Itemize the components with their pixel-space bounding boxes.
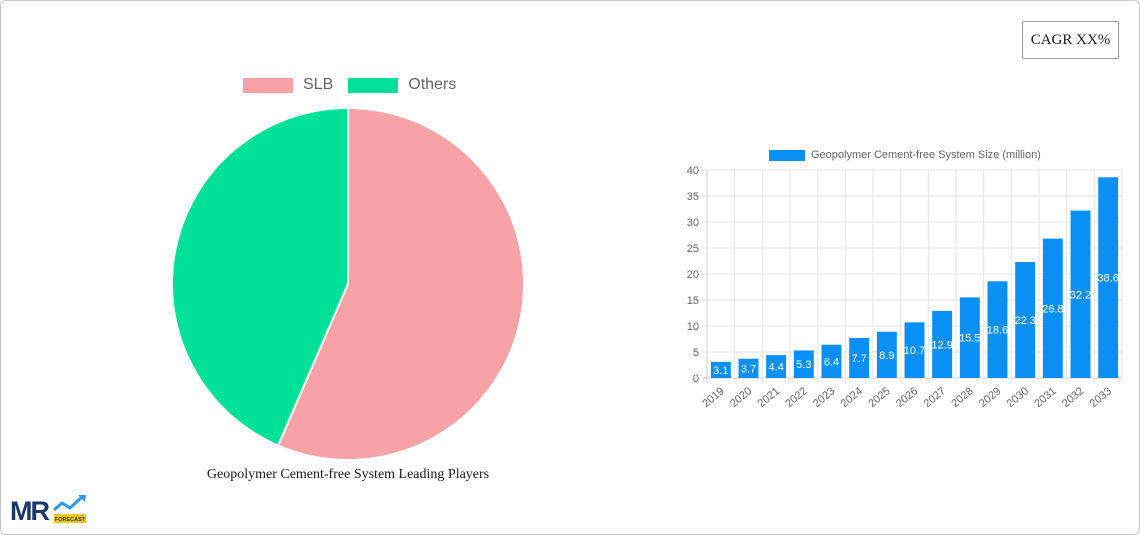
- x-tick-label: 2026: [894, 385, 920, 410]
- bar-value-label: 3.7: [741, 363, 756, 375]
- trend-arrow-icon: [53, 495, 84, 512]
- bar-value-label: 8.9: [879, 350, 894, 362]
- pie-chart-title: Geopolymer Cement-free System Leading Pl…: [206, 467, 490, 482]
- y-tick-label: 30: [687, 217, 699, 229]
- bars[interactable]: 3.1 3.7 4.4 5.3 6.4 7.7 8.9 10.7 12.9 15.5 18.6 22.…: [710, 177, 1119, 378]
- x-tick-label: 2024: [839, 385, 865, 410]
- bar-value-label: 15.5: [959, 333, 980, 345]
- logo-forecast-text: FORECAST: [55, 517, 86, 523]
- x-tick-label: 2028: [949, 385, 975, 410]
- logo-forecast-badge: [54, 514, 86, 523]
- legend-label-others: Others: [408, 76, 457, 93]
- x-tick-label: 2031: [1032, 385, 1058, 410]
- y-axis: 0 5 10 15 20 25 30 35 40: [687, 165, 699, 385]
- mr-forecast-logo: MR FORECAST: [10, 495, 86, 526]
- x-tick-label: 2025: [866, 385, 892, 410]
- legend-swatch-slb: [243, 77, 293, 93]
- bar-legend[interactable]: Geopolymer Cement-free System Size (mill…: [769, 148, 1041, 162]
- bar-2022[interactable]: [793, 350, 814, 378]
- y-tick-label: 0: [693, 373, 699, 385]
- y-tick-label: 10: [687, 321, 699, 333]
- bar-2031[interactable]: [1042, 238, 1063, 378]
- bar-value-label: 22.3: [1014, 315, 1035, 327]
- y-tick-label: 15: [687, 295, 699, 307]
- x-tick-label: 2019: [700, 385, 726, 410]
- bar-value-label: 5.3: [796, 359, 811, 371]
- pie-slice-others[interactable]: [171, 106, 349, 447]
- bar-2025[interactable]: [876, 331, 897, 378]
- arrow-head-icon: [78, 495, 86, 502]
- bar-2019[interactable]: [710, 361, 731, 378]
- legend-item-others[interactable]: Others: [348, 76, 456, 94]
- bar-value-label: 18.6: [987, 325, 1008, 337]
- legend-swatch-others: [348, 77, 399, 93]
- x-axis: 2019 2020 2021 2022 2023 2024 2025 2026 2027 2028…: [700, 385, 1114, 410]
- cagr-label: CAGR XX%: [1030, 31, 1111, 48]
- legend-label-size: Geopolymer Cement-free System Size (mill…: [811, 149, 1041, 161]
- bar-2030[interactable]: [1015, 262, 1036, 378]
- x-tick-label: 2029: [977, 385, 1003, 410]
- bar-2021[interactable]: [766, 355, 787, 378]
- bar-2029[interactable]: [987, 281, 1008, 378]
- bar-2033[interactable]: [1098, 177, 1119, 378]
- x-tick-label: 2022: [783, 385, 809, 410]
- bar-2020[interactable]: [738, 358, 759, 378]
- bar-value-label: 4.4: [769, 362, 784, 374]
- y-tick-label: 40: [687, 165, 699, 177]
- bar-value-label: 6.4: [824, 356, 839, 368]
- pie-slices[interactable]: [171, 106, 525, 461]
- bar-2026[interactable]: [904, 322, 925, 378]
- x-tick-label: 2032: [1060, 385, 1086, 410]
- y-tick-label: 20: [687, 269, 699, 281]
- x-tick-label: 2020: [728, 385, 754, 410]
- x-tick-label: 2033: [1088, 385, 1114, 410]
- y-tick-label: 35: [687, 191, 699, 203]
- logo-mr-text: MR: [10, 496, 49, 526]
- legend-label-slb: SLB: [303, 76, 334, 93]
- pie-chart: [171, 106, 525, 461]
- bar-value-label: 26.8: [1042, 303, 1063, 315]
- y-tick-label: 25: [687, 243, 699, 255]
- bar-value-label: 32.2: [1070, 289, 1091, 301]
- x-tick-label: 2023: [811, 385, 837, 410]
- legend-item-slb[interactable]: SLB: [243, 76, 333, 94]
- x-tick-label: 2021: [756, 385, 782, 410]
- legend-swatch-size: [769, 149, 805, 161]
- bar-2024[interactable]: [849, 337, 870, 378]
- pie-legend: SLB Others: [243, 75, 471, 95]
- bar-value-label: 3.1: [713, 365, 728, 377]
- bar-value-label: 7.7: [852, 353, 867, 365]
- bar-value-label: 10.7: [904, 345, 925, 357]
- x-tick-label: 2027: [922, 385, 948, 410]
- cagr-badge[interactable]: CAGR XX%: [1022, 21, 1119, 59]
- bar-2032[interactable]: [1070, 210, 1091, 378]
- y-tick-label: 5: [693, 347, 699, 359]
- bar-2023[interactable]: [821, 344, 842, 378]
- bar-value-label: 12.9: [931, 339, 952, 351]
- bar-2027[interactable]: [932, 310, 953, 378]
- bar-2028[interactable]: [959, 297, 980, 378]
- x-tick-label: 2030: [1005, 385, 1031, 410]
- bar-value-label: 38.6: [1097, 273, 1118, 285]
- pie-slice-slb[interactable]: [276, 106, 525, 461]
